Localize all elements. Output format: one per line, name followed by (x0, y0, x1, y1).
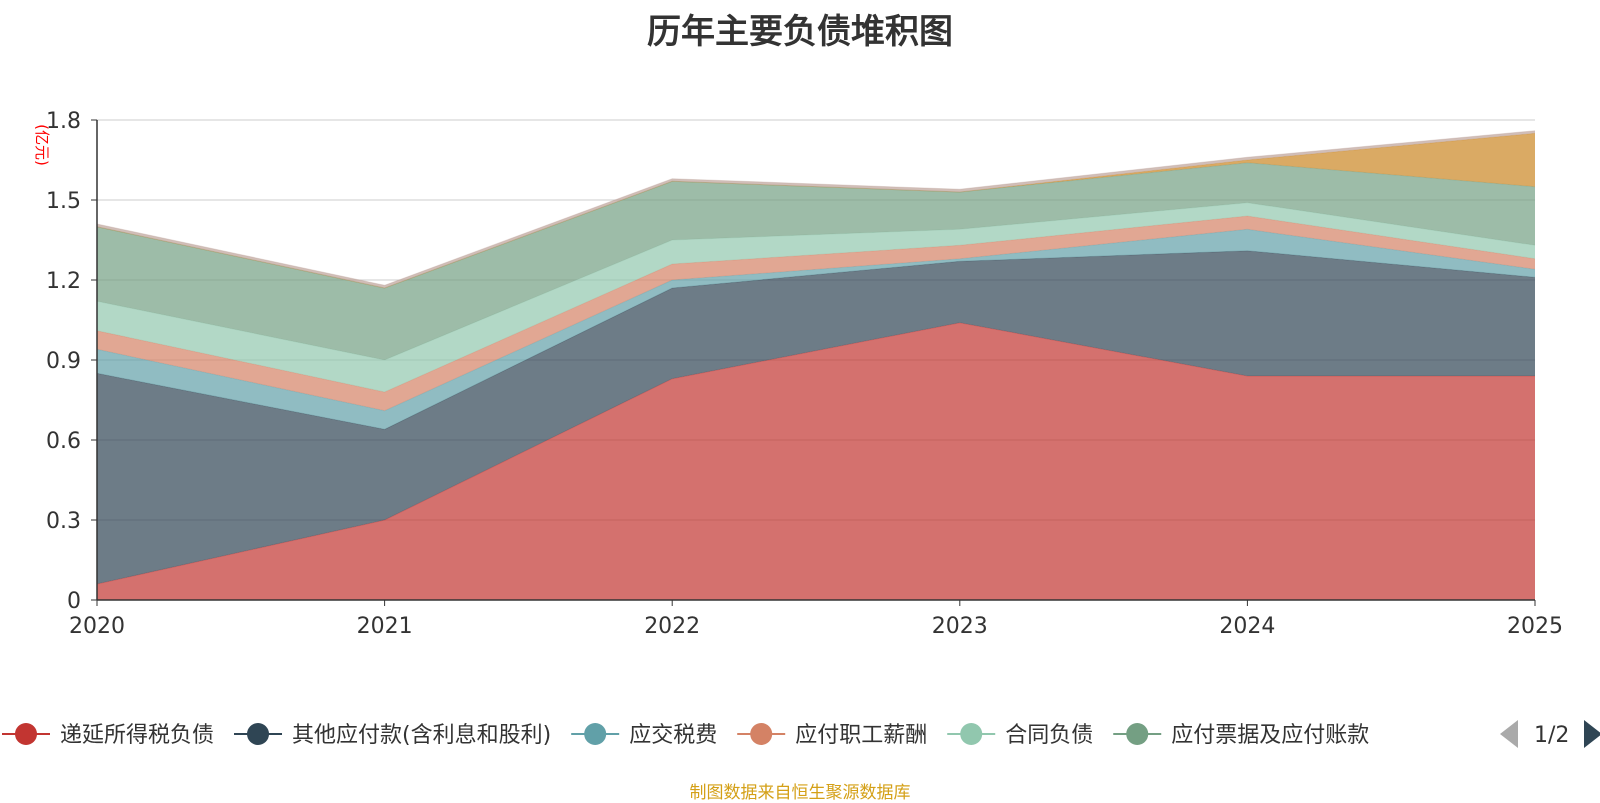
legend-marker-1 (247, 723, 270, 745)
legend-label-0: 递延所得税负债 (60, 723, 214, 748)
legend-marker-5 (1126, 723, 1149, 745)
y-tick-label: 1.8 (46, 109, 81, 134)
data-source-note: 制图数据来自恒生聚源数据库 (689, 783, 911, 803)
y-tick-label: 1.5 (46, 189, 81, 214)
chart-title: 历年主要负债堆积图 (647, 12, 953, 52)
area-series-0 (97, 322, 1535, 600)
legend-label-4: 合同负债 (1005, 723, 1093, 748)
y-tick-label: 0.6 (46, 429, 81, 454)
y-tick-label: 1.2 (46, 269, 81, 294)
area-series-3 (97, 216, 1535, 411)
legend-label-1: 其他应付款(含利息和股利) (292, 723, 551, 748)
y-tick-label: 0.3 (46, 509, 81, 534)
area-series-4 (97, 202, 1535, 392)
area-series-5 (97, 162, 1535, 360)
legend-marker-4 (960, 723, 983, 745)
area-series (96, 130, 1536, 600)
legend-marker-0 (15, 723, 37, 745)
area-series-7 (97, 130, 1535, 288)
legend-page-indicator: 1/2 (1534, 723, 1569, 748)
area-series-6 (97, 133, 1535, 288)
y-tick-label: 0 (67, 589, 81, 614)
x-tick-label: 2023 (932, 614, 988, 639)
x-tick-label: 2024 (1219, 614, 1275, 639)
y-tick-label: 0.9 (46, 349, 81, 374)
y-axis-unit-label: (亿元) (33, 124, 51, 166)
x-tick-label: 2020 (69, 614, 125, 639)
legend-marker-2 (584, 723, 607, 745)
x-tick-label: 2022 (644, 614, 700, 639)
area-series-2 (97, 229, 1535, 430)
legend-label-3: 应付职工薪酬 (795, 723, 927, 748)
legend-next-page-arrow (1584, 720, 1600, 748)
axes: 0 0.3 0.6 0.9 1.2 1.5 1.8 2020 2021 2022 2023 2024 2… (33, 109, 1563, 639)
legend-prev-page-arrow (1500, 720, 1518, 748)
area-series-line-7 (96, 130, 1536, 286)
legend-marker-3 (750, 723, 773, 745)
legend-label-5: 应付票据及应付账款 (1171, 723, 1369, 748)
area-series-1 (97, 250, 1535, 584)
x-tick-label: 2025 (1507, 614, 1563, 639)
legend-label-2: 应交税费 (629, 723, 717, 748)
legend: 递延所得税负债 其他应付款(含利息和股利) 应交税费 应付职工薪酬 合同负债 应付票据及应… (2, 720, 1600, 748)
x-tick-label: 2021 (357, 614, 413, 639)
